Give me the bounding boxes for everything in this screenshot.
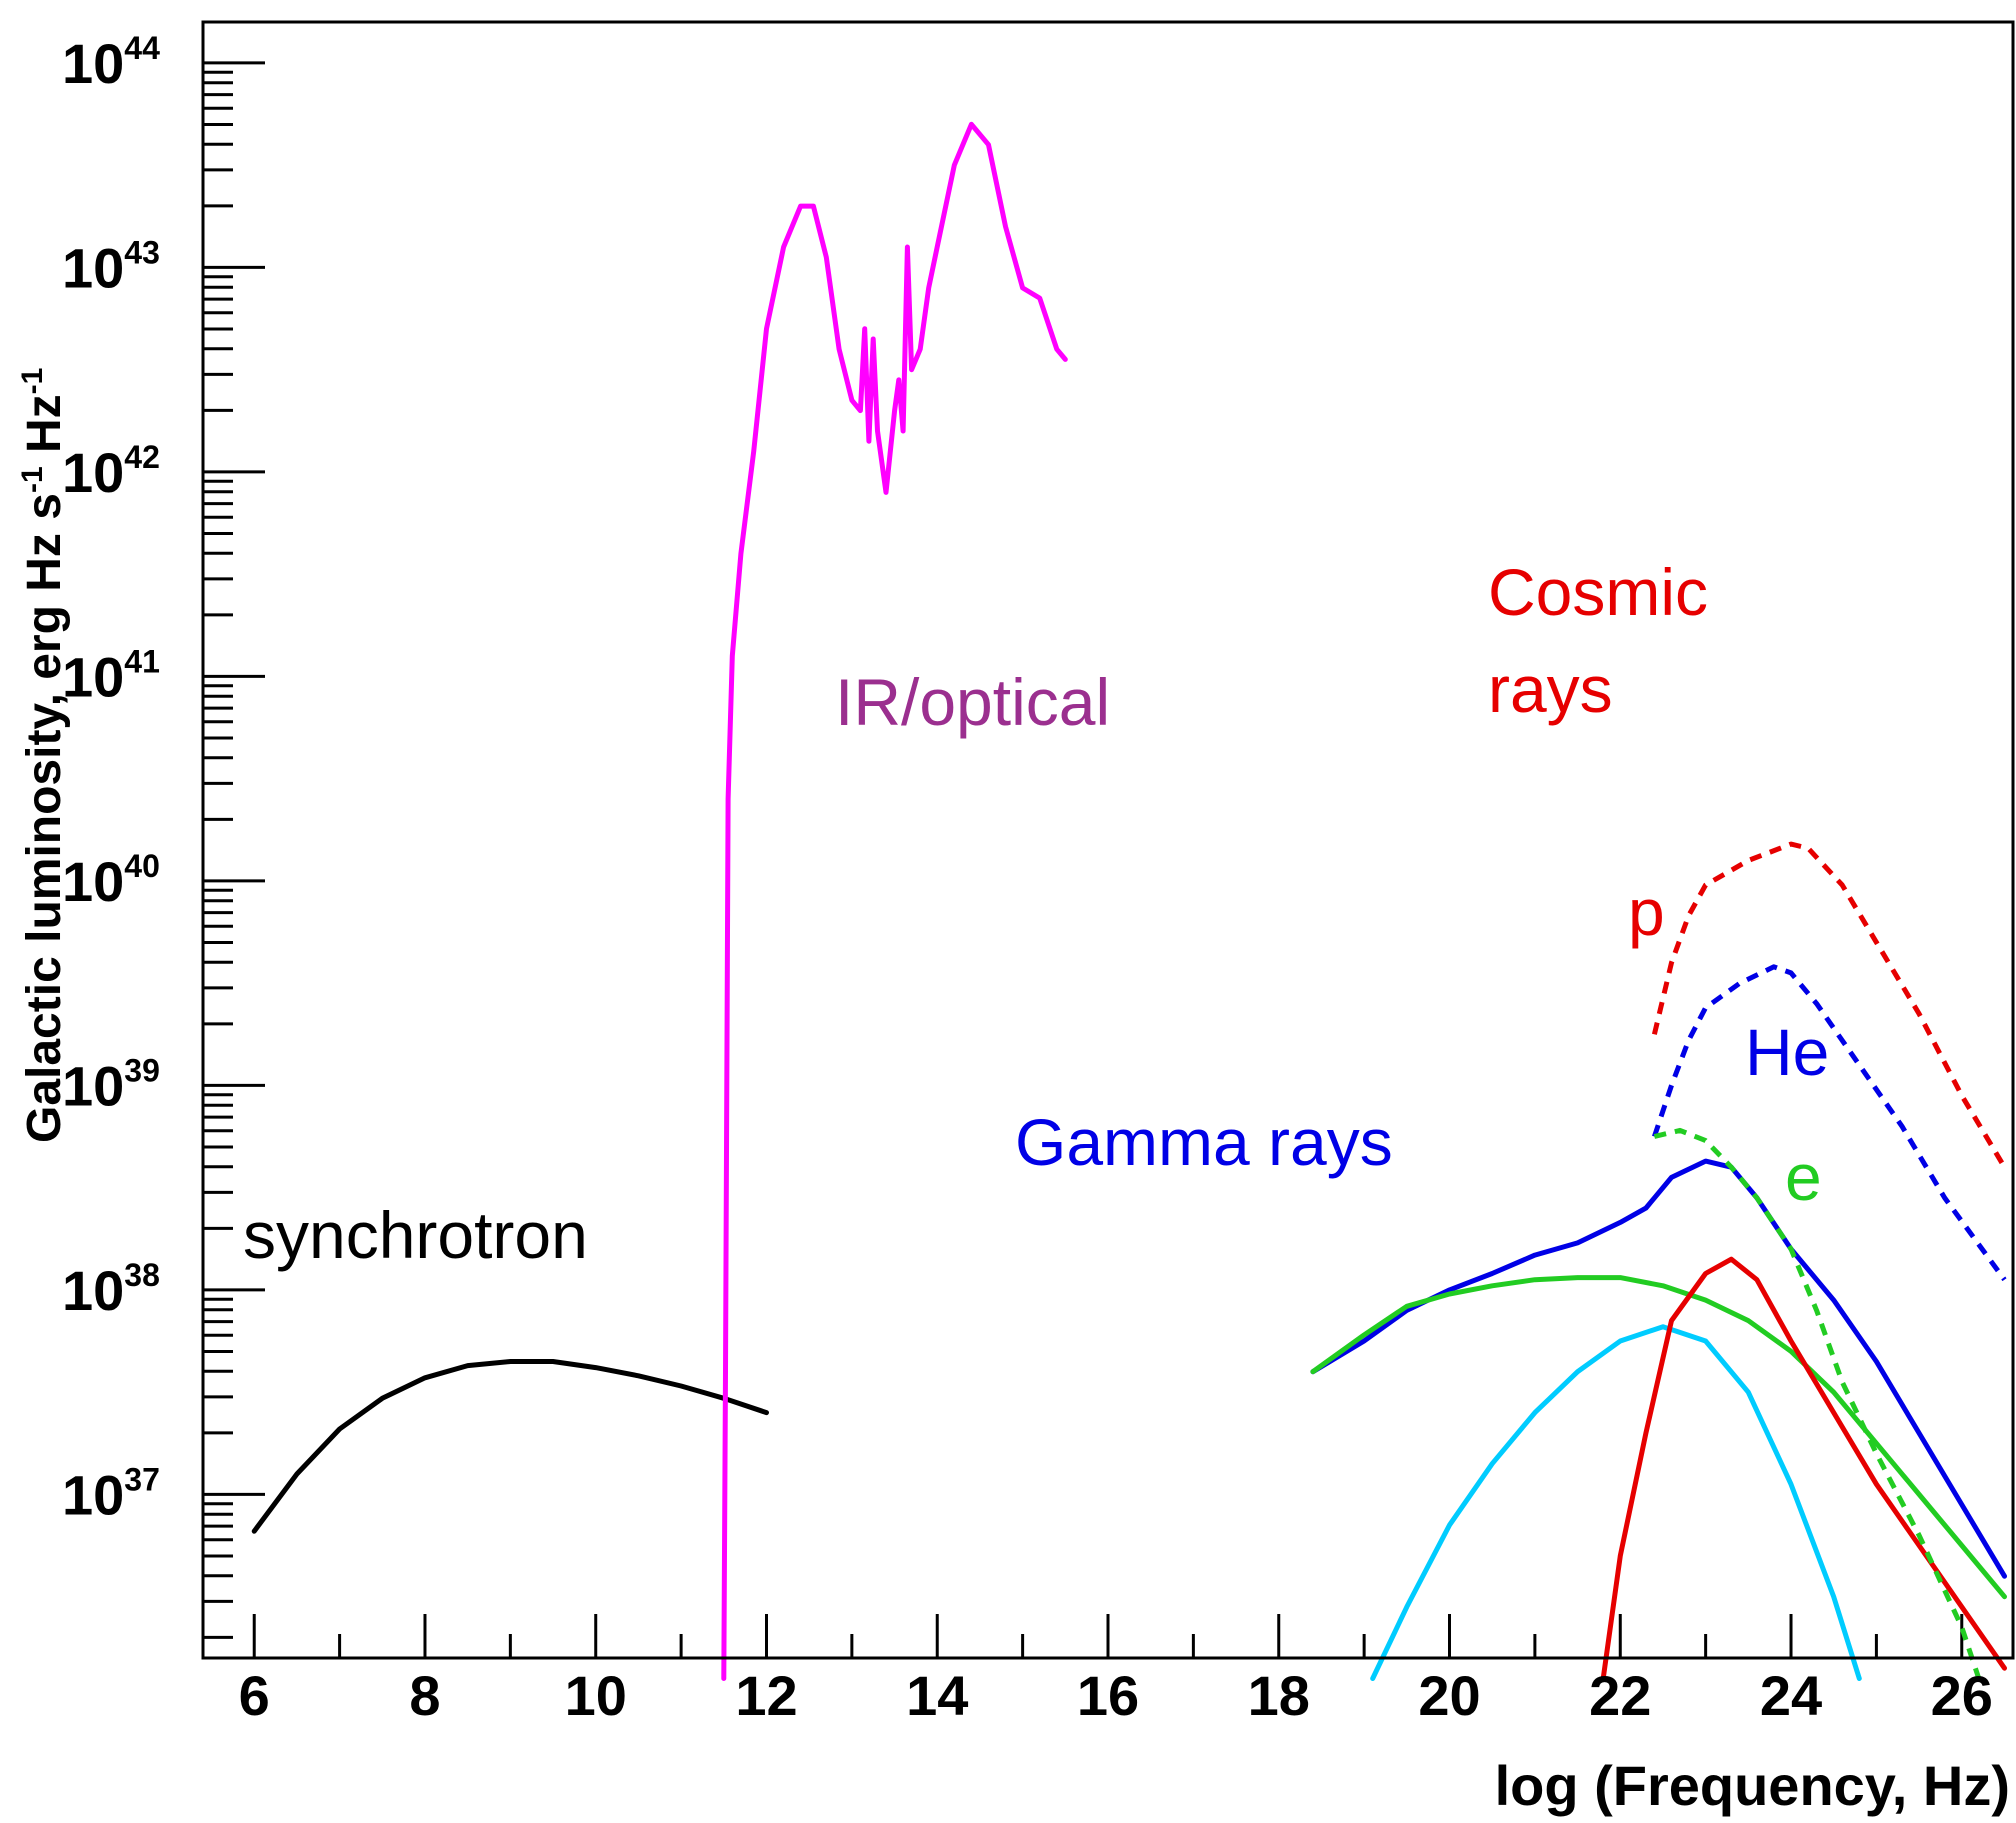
- x-tick-label: 18: [1248, 1664, 1310, 1727]
- x-tick-label: 8: [409, 1664, 440, 1727]
- series-line-cr-he: [1652, 964, 2007, 1282]
- plot-frame: [201, 20, 2015, 1660]
- x-tick-label: 20: [1418, 1664, 1480, 1727]
- y-tick-label: 1041: [62, 643, 160, 708]
- x-tick-label: 14: [906, 1664, 968, 1727]
- series-line-gamma-cyan: [1370, 1324, 1862, 1681]
- series-line-ir-optical: [721, 121, 1068, 1681]
- x-tick-label: 16: [1077, 1664, 1139, 1727]
- annotation-e: e: [1785, 1140, 1822, 1214]
- y-tick-label: 1040: [62, 848, 160, 913]
- x-axis-title: log (Frequency, Hz): [1495, 1754, 2010, 1817]
- x-tick-label: 12: [735, 1664, 797, 1727]
- x-tick-label: 10: [565, 1664, 627, 1727]
- annotation-gamma-rays: Gamma rays: [1015, 1105, 1393, 1179]
- annotation-p: p: [1628, 875, 1665, 949]
- x-tick-labels: 6 8 10 12 14 16 18 20 22 24 26: [239, 1664, 1993, 1727]
- annotation-cosmic: Cosmic: [1488, 555, 1708, 629]
- y-tick-label: 1037: [62, 1461, 160, 1526]
- y-tick-label: 1044: [62, 30, 160, 95]
- x-tick-label: 26: [1931, 1664, 1993, 1727]
- series-line-cr-e: [1653, 1127, 1982, 1680]
- series-line-gamma-red: [1600, 1256, 2007, 1681]
- series-line-gamma-green: [1310, 1275, 2007, 1600]
- series-line-cr-p: [1651, 841, 2007, 1169]
- y-tick-label: 1042: [62, 439, 160, 504]
- annotation-he: He: [1745, 1015, 1829, 1089]
- axis-ticks: [203, 61, 1964, 1658]
- series-line-gamma-total: [1310, 1158, 2007, 1579]
- series-line-synchrotron: [251, 1359, 769, 1534]
- y-tick-labels: 1037 1038 1039 1040 1041 1042 1043 1044: [62, 30, 160, 1527]
- x-tick-label: 6: [239, 1664, 270, 1727]
- y-tick-label: 1039: [62, 1052, 160, 1117]
- y-tick-label: 1038: [62, 1257, 160, 1322]
- chart-curves: [251, 121, 2007, 1681]
- annotations: synchrotron IR/optical Gamma rays Cosmic…: [243, 555, 1829, 1272]
- annotation-ir-optical: IR/optical: [835, 665, 1110, 739]
- y-axis-title: Galactic luminosity, erg Hz s-1 Hz-1: [16, 368, 71, 1143]
- y-tick-label: 1043: [62, 234, 160, 299]
- x-tick-label: 22: [1589, 1664, 1651, 1727]
- annotation-synchrotron: synchrotron: [243, 1198, 588, 1272]
- x-tick-label: 24: [1760, 1664, 1822, 1727]
- annotation-rays: rays: [1488, 652, 1613, 726]
